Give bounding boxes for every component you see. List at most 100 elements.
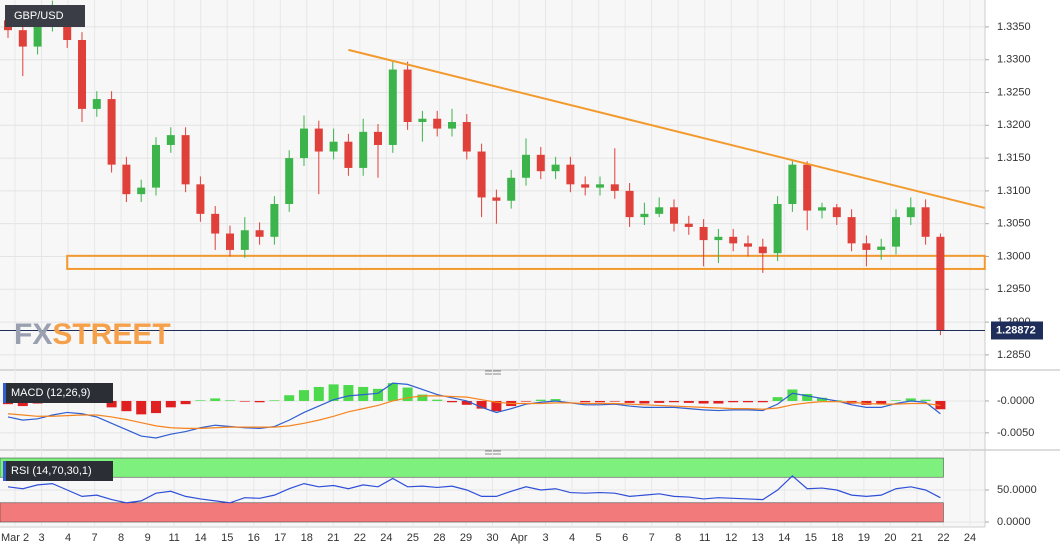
rsi-line — [7, 475, 941, 504]
x-tick-label: 11 — [699, 532, 710, 544]
candle-body — [477, 151, 486, 198]
candle-body — [625, 190, 634, 218]
y-tick-label: 1.2950 — [997, 283, 1031, 295]
x-tick-label: 19 — [858, 532, 870, 544]
histogram-bar — [669, 400, 679, 403]
candle-body — [137, 187, 146, 195]
histogram-bar — [743, 400, 753, 403]
histogram-bar — [269, 400, 280, 401]
candle-body — [729, 236, 738, 244]
candle-body — [18, 30, 27, 47]
candle-body — [566, 164, 575, 185]
candle-body — [344, 141, 353, 168]
histogram-bar — [284, 395, 295, 401]
x-tick-label: 28 — [433, 532, 445, 544]
candle-body — [862, 243, 871, 250]
y-tick-label: 1.3300 — [997, 54, 1031, 66]
x-tick-label: 20 — [884, 532, 896, 544]
candle-body — [92, 99, 101, 109]
candle-body — [388, 69, 397, 145]
histogram-bar — [165, 400, 176, 408]
x-tick-label: 24 — [380, 532, 392, 544]
histogram-bar — [905, 398, 916, 401]
candle-body — [181, 135, 190, 185]
candle-body — [892, 217, 900, 247]
y-tick-label: -0.0050 — [997, 427, 1034, 439]
histogram-bar — [106, 400, 117, 408]
candle-body — [462, 122, 471, 152]
candle-body — [507, 177, 516, 201]
symbol-box — [5, 5, 85, 27]
histogram-bar — [343, 385, 354, 401]
watermark: FXSTREET — [14, 318, 171, 351]
histogram-bar — [299, 390, 309, 401]
x-tick-label: 8 — [675, 532, 681, 544]
histogram-bar — [683, 400, 694, 403]
y-tick-label: 1.3350 — [997, 21, 1031, 33]
x-tick-label: 13 — [752, 532, 764, 544]
candle-body — [536, 154, 545, 172]
last-price-box — [991, 321, 1043, 340]
candle-body — [211, 213, 220, 234]
indicator-accent — [3, 461, 6, 481]
y-tick-label: 1.3200 — [997, 119, 1031, 131]
histogram-bar — [787, 389, 798, 401]
histogram-bar — [225, 400, 235, 401]
histogram-bar — [861, 400, 872, 405]
rsi-title: RSI (14,70,30,1) — [11, 465, 92, 477]
histogram-bar — [491, 400, 502, 412]
support-zone — [66, 254, 986, 270]
candle-body — [255, 230, 264, 237]
x-tick-label: 7 — [649, 532, 655, 544]
candle-body — [551, 164, 560, 172]
histogram-bar — [728, 400, 739, 403]
histogram-bar — [757, 400, 768, 403]
watermark-left: FX — [14, 318, 52, 351]
candle-body — [581, 184, 590, 188]
candle-body — [78, 40, 86, 109]
candle-body — [847, 217, 856, 244]
histogram-bar — [698, 400, 709, 404]
histogram-bar — [210, 398, 221, 401]
y-tick-label: 1.3150 — [997, 152, 1031, 164]
histogram-bar — [639, 400, 650, 404]
x-tick-label: 4 — [65, 532, 71, 544]
x-tick-label: 24 — [964, 532, 976, 544]
candle-body — [877, 246, 886, 250]
candle-body — [226, 233, 234, 250]
candle-body — [314, 128, 323, 152]
candle-body — [744, 243, 752, 247]
x-tick-label: 9 — [145, 532, 151, 544]
candle-body — [166, 135, 175, 145]
symbol-title: GBP/USD — [14, 10, 64, 22]
candle-body — [285, 158, 294, 205]
candle-body — [492, 197, 501, 201]
x-tick-label: 7 — [92, 532, 98, 544]
candle-body — [610, 184, 619, 191]
y-tick-label: -0.0000 — [997, 395, 1034, 407]
histogram-bar — [121, 400, 132, 412]
candle-body — [640, 213, 649, 218]
histogram-bar — [550, 399, 561, 401]
x-tick-label: Mar 2 — [1, 532, 29, 544]
candle-body — [240, 230, 249, 250]
candle-body — [699, 226, 708, 241]
histogram-bar — [432, 399, 443, 401]
histogram-bar — [476, 400, 487, 409]
histogram-bar — [254, 400, 265, 403]
indicator-box — [3, 461, 113, 481]
y-tick-label: 0.0000 — [997, 516, 1031, 528]
x-tick-label: 17 — [274, 532, 286, 544]
x-tick-label: 8 — [118, 532, 124, 544]
histogram-bar — [373, 388, 383, 401]
x-tick-label: 14 — [778, 532, 790, 544]
y-tick-label: 50.0000 — [997, 484, 1037, 496]
candle-body — [403, 69, 412, 123]
x-tick-label: Apr — [510, 532, 527, 544]
x-tick-label: 15 — [805, 532, 817, 544]
histogram-bar — [447, 400, 457, 403]
candle-body — [374, 131, 382, 145]
x-tick-label: 15 — [221, 532, 233, 544]
x-tick-label: 12 — [725, 532, 737, 544]
